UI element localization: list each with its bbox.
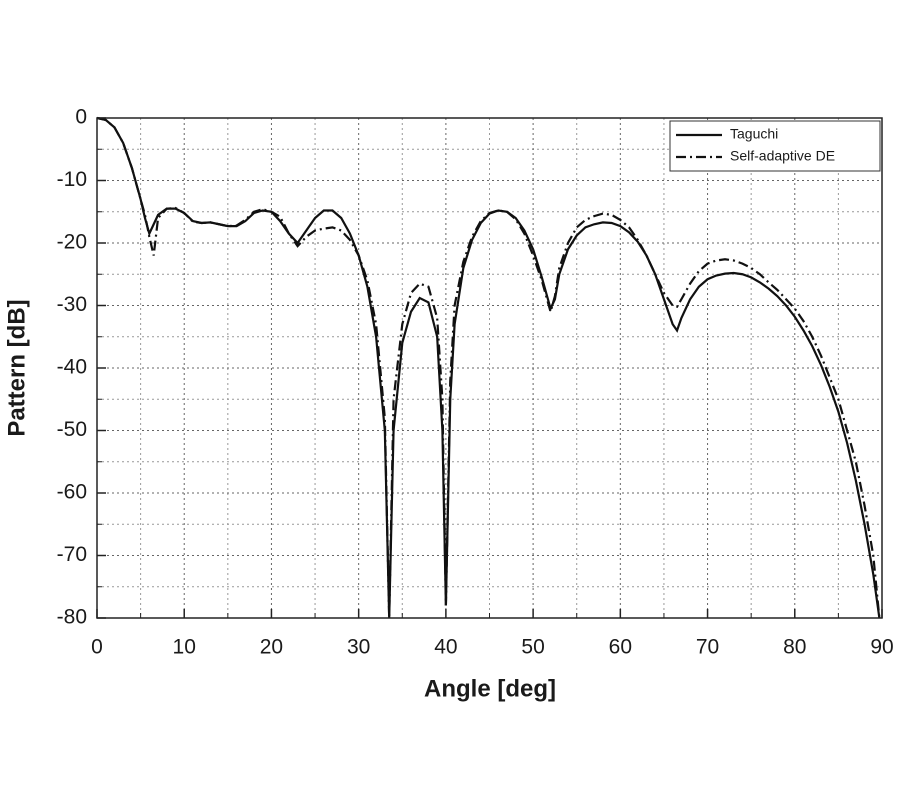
- x-tick-label: 90: [870, 636, 893, 659]
- y-tick-label: -40: [57, 356, 87, 379]
- x-tick-label: 10: [173, 636, 196, 659]
- x-tick-label: 0: [91, 636, 103, 659]
- y-tick-label: -30: [57, 293, 87, 316]
- series-line: [97, 116, 881, 618]
- y-tick-label: -50: [57, 418, 87, 441]
- y-tick-label: -70: [57, 543, 87, 566]
- y-tick-label: -80: [57, 606, 87, 629]
- x-tick-label: 40: [434, 636, 457, 659]
- legend-label: Self-adaptive DE: [730, 148, 835, 164]
- x-tick-label: 70: [696, 636, 719, 659]
- plot-frame: [96, 117, 883, 619]
- x-tick-label: 30: [347, 636, 370, 659]
- x-tick-label: 20: [260, 636, 283, 659]
- y-axis-title: Pattern [dB]: [3, 299, 30, 436]
- y-tick-label: -60: [57, 481, 87, 504]
- x-axis-title: Angle [deg]: [424, 675, 556, 702]
- y-tick-label: 0: [75, 106, 87, 129]
- y-tick-label: -20: [57, 231, 87, 254]
- x-tick-label: 80: [783, 636, 806, 659]
- x-tick-label: 50: [521, 636, 544, 659]
- y-tick-label: -10: [57, 168, 87, 191]
- x-tick-label: 60: [609, 636, 632, 659]
- legend-label: Taguchi: [730, 126, 778, 142]
- legend-box: [669, 120, 881, 172]
